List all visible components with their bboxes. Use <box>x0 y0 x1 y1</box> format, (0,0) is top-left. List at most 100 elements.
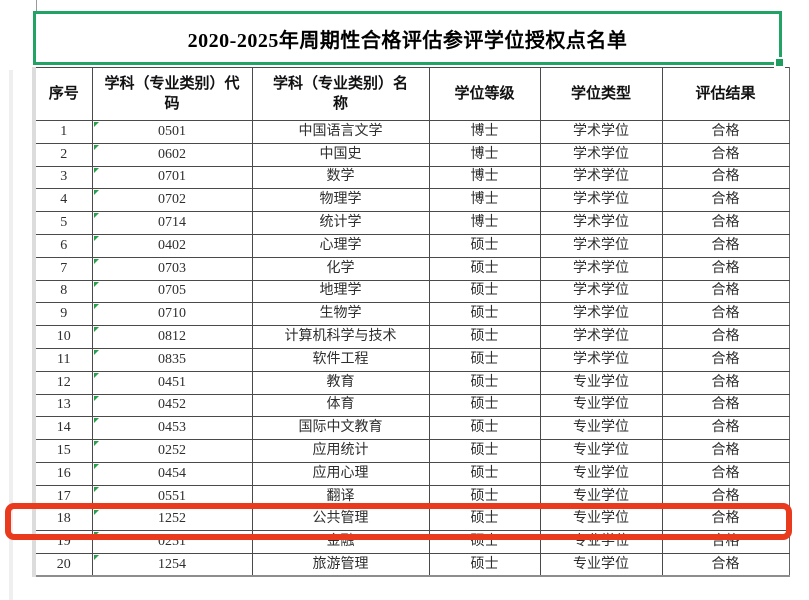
cell-degree-level[interactable]: 博士 <box>428 211 541 235</box>
cell-name[interactable]: 数学 <box>251 165 430 190</box>
cell-name[interactable]: 应用统计 <box>251 439 430 463</box>
cell-name[interactable]: 物理学 <box>251 188 430 213</box>
cell-result[interactable]: 合格 <box>661 553 790 578</box>
cell-degree-type[interactable]: 学术学位 <box>539 302 663 327</box>
cell-seq[interactable]: 7 <box>32 256 93 281</box>
cell-degree-level[interactable]: 硕士 <box>428 302 541 327</box>
cell-name[interactable]: 应用心理 <box>251 461 430 486</box>
cell-degree-level[interactable]: 博士 <box>428 120 541 144</box>
cell-degree-level[interactable]: 博士 <box>428 165 541 190</box>
cell-seq[interactable]: 15 <box>32 439 93 463</box>
cell-degree-level[interactable]: 硕士 <box>428 416 541 441</box>
cell-code[interactable]: 1252 <box>91 507 253 532</box>
cell-name[interactable]: 教育 <box>251 370 430 395</box>
cell-seq[interactable]: 1 <box>32 120 93 144</box>
cell-degree-level[interactable]: 硕士 <box>428 530 541 555</box>
cell-result[interactable]: 合格 <box>661 416 790 441</box>
cell-code[interactable]: 0453 <box>91 416 253 441</box>
cell-degree-type[interactable]: 学术学位 <box>539 188 663 213</box>
cell-degree-type[interactable]: 专业学位 <box>539 553 663 578</box>
cell-result[interactable]: 合格 <box>661 393 790 418</box>
cell-name[interactable]: 计算机科学与技术 <box>251 325 430 349</box>
cell-code[interactable]: 0454 <box>91 461 253 486</box>
cell-seq[interactable]: 17 <box>32 484 93 509</box>
cell-degree-level[interactable]: 硕士 <box>428 507 541 532</box>
cell-degree-level[interactable]: 硕士 <box>428 256 541 281</box>
col-header-code[interactable]: 学科（专业类别）代 码 <box>91 67 253 121</box>
cell-degree-type[interactable]: 学术学位 <box>539 165 663 190</box>
cell-result[interactable]: 合格 <box>661 142 790 167</box>
cell-name[interactable]: 统计学 <box>251 211 430 235</box>
cell-degree-level[interactable]: 硕士 <box>428 484 541 509</box>
col-header-result[interactable]: 评估结果 <box>661 67 790 121</box>
cell-result[interactable]: 合格 <box>661 370 790 395</box>
col-header-seq[interactable]: 序号 <box>32 67 93 121</box>
cell-seq[interactable]: 11 <box>32 347 93 372</box>
cell-degree-level[interactable]: 硕士 <box>428 279 541 304</box>
cell-name[interactable]: 地理学 <box>251 279 430 304</box>
cell-degree-type[interactable]: 专业学位 <box>539 416 663 441</box>
cell-code[interactable]: 0812 <box>91 325 253 349</box>
cell-degree-type[interactable]: 学术学位 <box>539 120 663 144</box>
cell-degree-type[interactable]: 专业学位 <box>539 370 663 395</box>
cell-degree-level[interactable]: 硕士 <box>428 233 541 258</box>
cell-seq[interactable]: 14 <box>32 416 93 441</box>
cell-degree-type[interactable]: 学术学位 <box>539 142 663 167</box>
cell-degree-level[interactable]: 硕士 <box>428 461 541 486</box>
cell-code[interactable]: 0501 <box>91 120 253 144</box>
cell-degree-type[interactable]: 学术学位 <box>539 233 663 258</box>
cell-name[interactable]: 体育 <box>251 393 430 418</box>
cell-result[interactable]: 合格 <box>661 507 790 532</box>
cell-result[interactable]: 合格 <box>661 120 790 144</box>
cell-name[interactable]: 公共管理 <box>251 507 430 532</box>
cell-result[interactable]: 合格 <box>661 484 790 509</box>
cell-name[interactable]: 心理学 <box>251 233 430 258</box>
cell-code[interactable]: 0252 <box>91 439 253 463</box>
cell-name[interactable]: 软件工程 <box>251 347 430 372</box>
cell-code[interactable]: 0705 <box>91 279 253 304</box>
cell-seq[interactable]: 13 <box>32 393 93 418</box>
cell-degree-type[interactable]: 学术学位 <box>539 325 663 349</box>
cell-degree-level[interactable]: 硕士 <box>428 347 541 372</box>
cell-seq[interactable]: 19 <box>32 530 93 555</box>
cell-code[interactable]: 0703 <box>91 256 253 281</box>
cell-degree-type[interactable]: 专业学位 <box>539 439 663 463</box>
cell-degree-type[interactable]: 专业学位 <box>539 393 663 418</box>
cell-code[interactable]: 0452 <box>91 393 253 418</box>
cell-degree-level[interactable]: 硕士 <box>428 553 541 578</box>
cell-seq[interactable]: 2 <box>32 142 93 167</box>
col-header-degree-type[interactable]: 学位类型 <box>539 67 663 121</box>
cell-seq[interactable]: 4 <box>32 188 93 213</box>
cell-degree-type[interactable]: 学术学位 <box>539 211 663 235</box>
cell-seq[interactable]: 10 <box>32 325 93 349</box>
cell-seq[interactable]: 12 <box>32 370 93 395</box>
col-header-name[interactable]: 学科（专业类别）名 称 <box>251 67 430 121</box>
cell-name[interactable]: 翻译 <box>251 484 430 509</box>
cell-result[interactable]: 合格 <box>661 347 790 372</box>
cell-result[interactable]: 合格 <box>661 461 790 486</box>
cell-name[interactable]: 旅游管理 <box>251 553 430 578</box>
cell-seq[interactable]: 8 <box>32 279 93 304</box>
cell-code[interactable]: 0702 <box>91 188 253 213</box>
cell-seq[interactable]: 20 <box>32 553 93 578</box>
cell-code[interactable]: 0251 <box>91 530 253 555</box>
cell-code[interactable]: 0451 <box>91 370 253 395</box>
cell-result[interactable]: 合格 <box>661 279 790 304</box>
cell-seq[interactable]: 3 <box>32 165 93 190</box>
cell-degree-level[interactable]: 博士 <box>428 188 541 213</box>
cell-degree-level[interactable]: 硕士 <box>428 393 541 418</box>
cell-name[interactable]: 中国史 <box>251 142 430 167</box>
cell-code[interactable]: 0710 <box>91 302 253 327</box>
selection-fill-handle[interactable] <box>774 57 785 68</box>
cell-degree-level[interactable]: 硕士 <box>428 439 541 463</box>
cell-seq[interactable]: 9 <box>32 302 93 327</box>
cell-seq[interactable]: 5 <box>32 211 93 235</box>
cell-result[interactable]: 合格 <box>661 530 790 555</box>
cell-name[interactable]: 生物学 <box>251 302 430 327</box>
cell-degree-type[interactable]: 专业学位 <box>539 484 663 509</box>
cell-result[interactable]: 合格 <box>661 439 790 463</box>
cell-name[interactable]: 金融 <box>251 530 430 555</box>
cell-code[interactable]: 0402 <box>91 233 253 258</box>
cell-result[interactable]: 合格 <box>661 325 790 349</box>
cell-name[interactable]: 国际中文教育 <box>251 416 430 441</box>
